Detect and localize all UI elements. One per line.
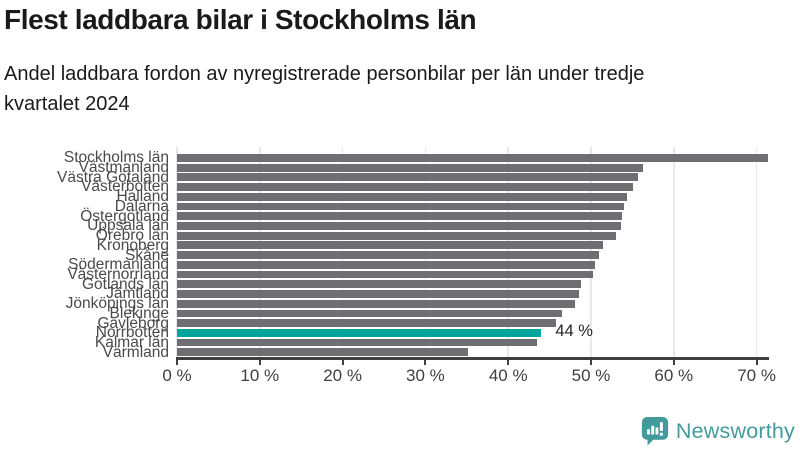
bar [177,183,634,191]
bar [177,319,557,328]
x-axis-tick-label: 30 % [406,366,445,385]
newsworthy-logo: Newsworthy [641,416,795,446]
y-axis-label: Blekinge [109,304,169,322]
y-axis-label: Halland [116,188,169,206]
bar [177,290,580,298]
bar [177,338,538,347]
gridline [176,147,178,358]
bar [177,163,644,172]
subtitle-line-1: Andel laddbara fordon av nyregistrerade … [4,63,645,85]
x-axis-tick [258,359,261,366]
highlight-value-label: 44 % [555,321,593,340]
x-axis-tick [590,359,592,366]
x-axis-tick [176,359,178,366]
bar [177,328,542,337]
bar [177,280,582,289]
bar [177,231,616,240]
bar [177,241,604,250]
x-axis-tick [341,359,344,366]
y-axis-label: Gävleborg [97,314,169,332]
x-axis-tick-label: 60 % [654,366,694,385]
x-axis-tick [424,359,427,366]
bar [177,192,628,201]
x-axis-line [176,357,770,360]
y-axis-label: Jämtland [106,285,169,303]
x-axis-tick-label: 0 % [162,366,192,385]
bar [177,309,563,318]
y-axis-label: Uppsala län [87,217,169,235]
gridline [755,147,758,358]
x-axis-tick-label: 10 % [240,366,280,385]
y-axis-label: Gotlands län [81,275,169,293]
y-axis-label: Norrbotten [95,324,169,342]
x-axis-tick-label: 40 % [488,366,528,385]
y-axis-label: Stockholms län [63,149,169,167]
y-axis-label: Västerbotten [81,178,169,196]
bar [177,348,468,357]
x-axis-tick [507,359,510,366]
y-axis-label: Södermanland [68,256,169,274]
y-axis-label: Västernorrland [67,265,169,283]
bar [177,154,769,162]
y-axis-label: Örebro län [95,227,169,245]
x-axis-tick-label: 20 % [323,366,362,385]
bar [177,299,576,308]
y-axis-label: Värmland [102,343,169,361]
bar [177,222,621,230]
y-axis-label: Kronoberg [96,236,169,254]
newsworthy-logo-icon [641,417,669,446]
bar [177,260,596,269]
x-axis-tick [672,359,675,366]
bar [177,202,625,211]
chart-title: Flest laddbara bilar i Stockholms län [4,4,477,35]
x-axis-tick-label: 50 % [571,366,611,385]
y-axis-label: Jönköpings län [65,295,169,313]
y-axis-label: Västra Götaland [56,168,169,186]
newsworthy-brand-text: Newsworthy [675,418,795,443]
x-axis-tick [755,359,758,366]
x-axis-tick-label: 70 % [737,366,776,385]
y-axis-label: Kalmar län [94,333,169,351]
subtitle-line-2: kvartalet 2024 [4,93,130,115]
gridline [673,147,675,358]
y-axis-label: Dalarna [114,197,169,215]
chart-subtitle: Andel laddbara fordon av nyregistrerade … [4,59,794,119]
bar [177,251,600,259]
bar [177,212,623,221]
y-axis-label: Skåne [125,246,169,264]
y-axis-label: Västmanland [78,159,169,177]
y-axis-label: Östergötland [80,207,169,225]
bar [177,270,594,279]
bar [177,173,639,182]
